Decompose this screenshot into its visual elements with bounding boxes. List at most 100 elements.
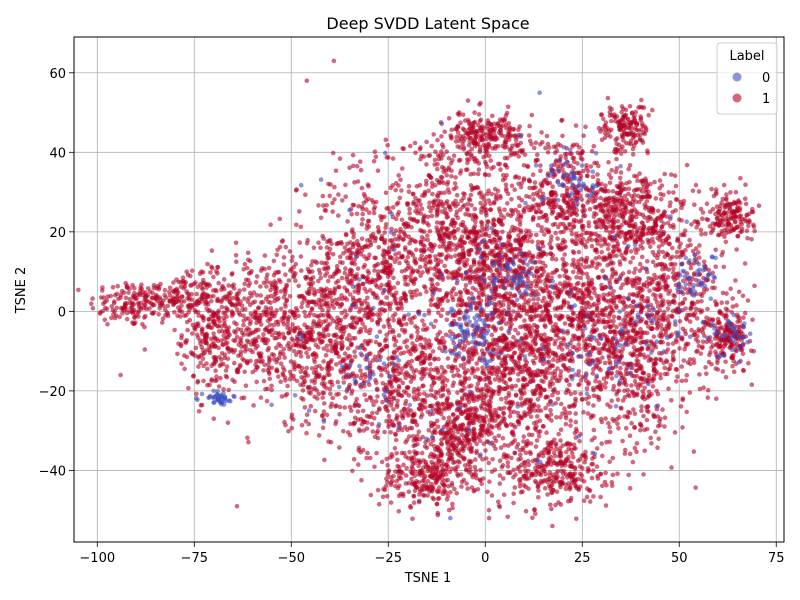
point-label-1 <box>455 464 460 470</box>
point-label-1 <box>448 419 454 425</box>
point-label-1 <box>269 387 275 393</box>
point-label-1 <box>241 395 247 401</box>
point-label-1 <box>441 415 447 421</box>
point-label-1 <box>484 223 490 228</box>
point-label-1 <box>172 327 177 333</box>
point-label-1 <box>110 285 116 290</box>
point-label-1 <box>469 202 474 208</box>
point-label-1 <box>491 217 497 222</box>
point-label-1 <box>132 315 137 321</box>
point-label-1 <box>285 322 291 327</box>
point-label-1 <box>511 491 516 497</box>
point-label-1 <box>250 300 256 306</box>
point-label-1 <box>269 383 274 389</box>
point-label-1 <box>418 273 423 279</box>
data-points <box>76 58 762 529</box>
point-label-1 <box>509 183 515 189</box>
point-label-1 <box>118 292 124 298</box>
point-label-1 <box>316 203 321 208</box>
point-label-1 <box>165 313 171 319</box>
point-label-1 <box>463 376 468 382</box>
point-label-1 <box>247 290 253 296</box>
point-label-1 <box>297 240 303 245</box>
point-label-1 <box>453 291 459 297</box>
point-label-1 <box>499 396 504 402</box>
point-label-1 <box>473 468 479 473</box>
point-label-1 <box>402 245 408 250</box>
point-label-1 <box>319 413 325 419</box>
point-label-1 <box>469 126 475 131</box>
point-label-1 <box>316 331 322 337</box>
point-label-1 <box>502 134 508 139</box>
point-label-1 <box>502 442 507 448</box>
point-label-1 <box>576 487 582 493</box>
point-label-1 <box>278 379 284 385</box>
point-label-1 <box>444 173 450 178</box>
point-label-1 <box>222 352 228 358</box>
point-label-1 <box>583 456 588 462</box>
point-label-1 <box>422 189 428 195</box>
point-label-1 <box>473 213 479 219</box>
point-label-1 <box>552 453 558 459</box>
point-label-1 <box>461 145 467 150</box>
point-label-1 <box>341 380 347 385</box>
point-label-1 <box>435 305 441 310</box>
point-label-1 <box>406 393 412 398</box>
point-label-1 <box>199 344 204 350</box>
point-label-1 <box>398 322 404 328</box>
point-label-1 <box>376 229 382 235</box>
point-label-1 <box>385 143 390 148</box>
point-label-1 <box>370 279 375 285</box>
point-label-1 <box>449 452 455 457</box>
point-label-1 <box>391 275 396 281</box>
point-label-1 <box>221 295 226 301</box>
point-label-1 <box>234 259 239 265</box>
point-label-1 <box>408 274 413 279</box>
point-label-1 <box>532 507 537 512</box>
point-label-1 <box>385 270 391 276</box>
point-label-1 <box>194 332 200 338</box>
point-label-1 <box>348 253 353 259</box>
point-label-1 <box>195 284 201 290</box>
point-label-1 <box>510 208 515 214</box>
point-label-1 <box>312 408 318 414</box>
point-label-1 <box>216 280 221 286</box>
point-label-1 <box>458 120 463 126</box>
point-label-1 <box>138 300 144 306</box>
point-label-1 <box>372 464 377 470</box>
point-label-1 <box>452 426 458 431</box>
point-label-1 <box>598 494 603 500</box>
point-label-1 <box>411 443 417 449</box>
point-label-1 <box>506 470 512 476</box>
point-label-1 <box>370 358 376 363</box>
point-label-1 <box>283 286 288 292</box>
point-label-1 <box>529 265 535 271</box>
point-label-1 <box>458 290 464 296</box>
point-label-1 <box>352 257 358 263</box>
point-label-1 <box>365 295 370 301</box>
point-label-1 <box>293 342 299 348</box>
point-label-1 <box>520 489 525 495</box>
point-label-1 <box>472 431 477 436</box>
point-label-1 <box>476 112 482 117</box>
point-label-1 <box>453 468 459 473</box>
point-label-1 <box>435 137 440 143</box>
point-label-1 <box>182 366 187 372</box>
point-label-1 <box>471 426 477 432</box>
point-label-1 <box>521 483 527 488</box>
point-label-1 <box>551 357 556 362</box>
point-label-1 <box>397 195 403 201</box>
point-label-1 <box>362 347 368 352</box>
point-label-1 <box>226 283 231 288</box>
point-label-1 <box>455 144 461 149</box>
point-label-1 <box>300 388 306 393</box>
point-label-1 <box>274 367 280 372</box>
point-label-1 <box>482 253 488 258</box>
point-label-1 <box>505 201 510 206</box>
point-label-1 <box>413 208 418 214</box>
point-label-1 <box>421 322 427 328</box>
point-label-1 <box>484 456 489 461</box>
point-label-1 <box>497 117 503 122</box>
point-label-1 <box>377 342 382 347</box>
point-label-1 <box>190 331 195 336</box>
